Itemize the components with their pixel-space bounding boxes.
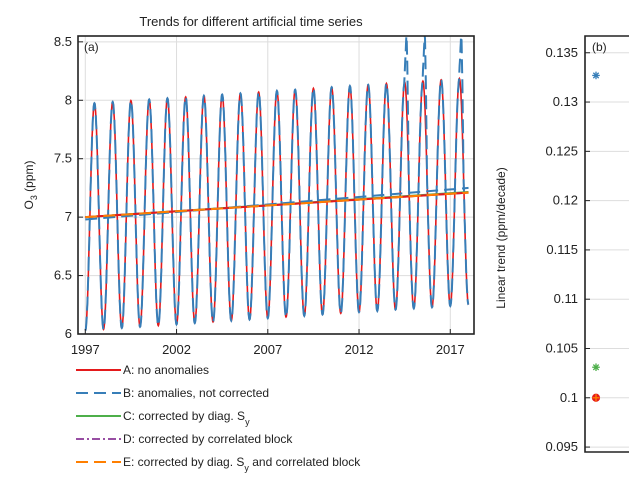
legend: A: no anomalies B: anomalies, not correc… [76, 363, 361, 473]
panel-b-y-axis-label: Linear trend (ppm/decade) [494, 167, 508, 308]
panel-b-label: (b) [592, 40, 607, 54]
panel-b-y-tick-label: 0.135 [545, 45, 578, 60]
point-e-plus [592, 394, 600, 402]
point-c-asterisk [592, 363, 600, 372]
panel-b-y-tick-label: 0.095 [545, 439, 578, 454]
panel-a-frame [77, 35, 475, 335]
panel-a-y-tick-label: 8 [65, 92, 72, 107]
legend-label-e: E: corrected by diag. Sy and correlated … [123, 455, 361, 473]
panel-a-y-tick-label: 6 [65, 326, 72, 341]
panel-b-y-tick-label: 0.12 [553, 193, 578, 208]
panel-b-y-tick-label: 0.125 [545, 143, 578, 158]
panel-a-x-ticks: 1997 2002 2007 2012 2017 [71, 329, 465, 357]
trend-line-e [85, 191, 469, 219]
panel-b-y-tick-label: 0.11 [554, 291, 578, 306]
panel-a-x-tick-label: 2017 [436, 342, 465, 357]
panel-b-grid [585, 52, 629, 448]
series-b-line [84, 35, 470, 332]
legend-label-b: B: anomalies, not corrected [123, 386, 269, 400]
panel-a-y-ticks: 6 6.5 7 7.5 8 8.5 [54, 34, 83, 341]
panel-b-y-ticks: 0.095 0.1 0.105 0.11 0.115 0.12 0.125 0.13 0.135 [545, 45, 590, 454]
trend-line-b [85, 186, 469, 221]
panel-a-y-tick-label: 6.5 [54, 268, 72, 283]
asterisk-stroke [592, 72, 600, 79]
point-b-asterisk [592, 71, 600, 80]
panel-a: (a) 6 6.5 7 7.5 8 8.5 1997 2002 2007 2012 2017 O3… [22, 34, 475, 357]
legend-label-a: A: no anomalies [123, 363, 209, 377]
panel-a-y-axis-label: O3 (ppm) [22, 160, 39, 209]
panel-a-x-tick-label: 2002 [162, 342, 191, 357]
legend-item-e: E: corrected by diag. Sy and correlated … [76, 455, 361, 473]
panel-a-x-tick-label: 2012 [345, 342, 374, 357]
panel-a-y-tick-label: 7 [65, 209, 72, 224]
panel-b-y-tick-label: 0.105 [545, 340, 578, 355]
legend-item-b: B: anomalies, not corrected [76, 386, 269, 400]
panel-b-points [591, 71, 601, 402]
legend-item-a: A: no anomalies [76, 363, 209, 377]
legend-label-c: C: corrected by diag. Sy [123, 409, 250, 427]
panel-a-x-tick-label: 2007 [253, 342, 282, 357]
panel-b-frame [584, 35, 629, 453]
legend-item-c: C: corrected by diag. Sy [76, 409, 250, 427]
legend-label-d: D: corrected by correlated block [123, 432, 293, 446]
panel-a-y-tick-label: 7.5 [54, 151, 72, 166]
panel-a-x-tick-label: 1997 [71, 342, 100, 357]
panel-a-label: (a) [84, 40, 99, 54]
panel-b-y-tick-label: 0.13 [553, 94, 578, 109]
panel-b-y-tick-label: 0.115 [546, 242, 578, 257]
legend-item-d: D: corrected by correlated block [76, 432, 293, 446]
panel-b-y-tick-label: 0.1 [560, 390, 578, 405]
panel-a-series [84, 35, 470, 332]
panel-a-y-tick-label: 8.5 [54, 34, 72, 49]
asterisk-stroke [592, 364, 600, 371]
figure-title: Trends for different artificial time ser… [139, 14, 363, 29]
panel-b: (b) 0.0950.10.1050.110.1150.120.1250.130… [494, 35, 629, 454]
